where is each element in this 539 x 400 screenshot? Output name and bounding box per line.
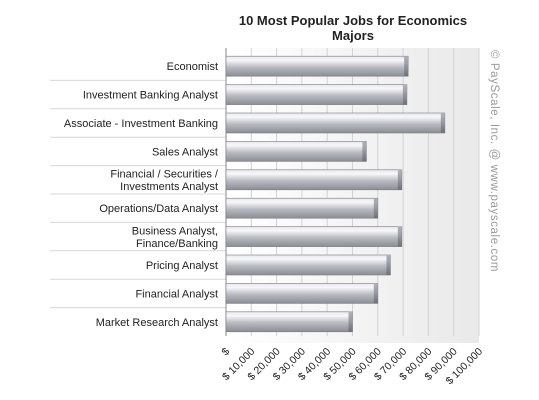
category-label: Business Analyst, bbox=[132, 225, 218, 237]
category-label: Operations/Data Analyst bbox=[99, 203, 218, 215]
bar-body bbox=[225, 311, 353, 333]
x-axis-tick-labels: $$ 10,000$ 20,000$ 30,000$ 40,000$ 50,00… bbox=[220, 346, 486, 388]
category-label: Investment Banking Analyst bbox=[83, 90, 218, 102]
bar bbox=[225, 283, 379, 304]
x-tick-label: $ bbox=[220, 346, 233, 359]
bar-body bbox=[225, 112, 446, 134]
bars bbox=[225, 55, 446, 333]
watermark: © PayScale, Inc. @ www.payscale.com bbox=[488, 50, 500, 272]
chart-title-line-1: 10 Most Popular Jobs for Economics bbox=[239, 13, 467, 28]
category-label: Pricing Analyst bbox=[146, 260, 218, 272]
bar bbox=[225, 254, 391, 276]
bar bbox=[225, 197, 379, 219]
category-labels: Economist Investment Banking Analyst Assoc… bbox=[64, 61, 219, 329]
bar bbox=[225, 112, 446, 134]
bar-end-cap bbox=[348, 311, 353, 332]
bar bbox=[225, 311, 353, 333]
bar-body bbox=[225, 254, 391, 276]
bar-body bbox=[225, 55, 409, 77]
category-label: Associate - Investment Banking bbox=[64, 118, 218, 130]
category-label: Sales Analyst bbox=[152, 146, 218, 158]
bar bbox=[225, 84, 408, 105]
chart-title-line-2: Majors bbox=[332, 28, 374, 43]
bar-body bbox=[225, 226, 403, 247]
bar-end-cap bbox=[440, 113, 445, 133]
bar bbox=[225, 169, 403, 191]
bar-end-cap bbox=[397, 169, 402, 190]
bar-end-cap bbox=[373, 283, 378, 304]
bar-end-cap bbox=[402, 84, 407, 105]
bar bbox=[225, 55, 409, 77]
category-label: Financial / Securities / bbox=[110, 169, 219, 181]
bar-body bbox=[225, 84, 408, 105]
bar-end-cap bbox=[373, 198, 378, 219]
bar-body bbox=[225, 169, 403, 191]
bar-end-cap bbox=[362, 141, 367, 162]
category-label: Finance/Banking bbox=[136, 238, 218, 250]
bar bbox=[225, 141, 367, 162]
category-label: Economist bbox=[167, 61, 218, 73]
bar-end-cap bbox=[386, 255, 391, 275]
bar-end-cap bbox=[397, 226, 402, 247]
bar-end-cap bbox=[404, 56, 409, 77]
category-label: Market Research Analyst bbox=[96, 317, 218, 329]
bar bbox=[225, 226, 403, 247]
category-label: Financial Analyst bbox=[135, 288, 218, 300]
category-label: Investments Analyst bbox=[120, 181, 218, 193]
bar-body bbox=[225, 197, 379, 219]
bar-body bbox=[225, 141, 367, 162]
bar-body bbox=[225, 283, 379, 304]
